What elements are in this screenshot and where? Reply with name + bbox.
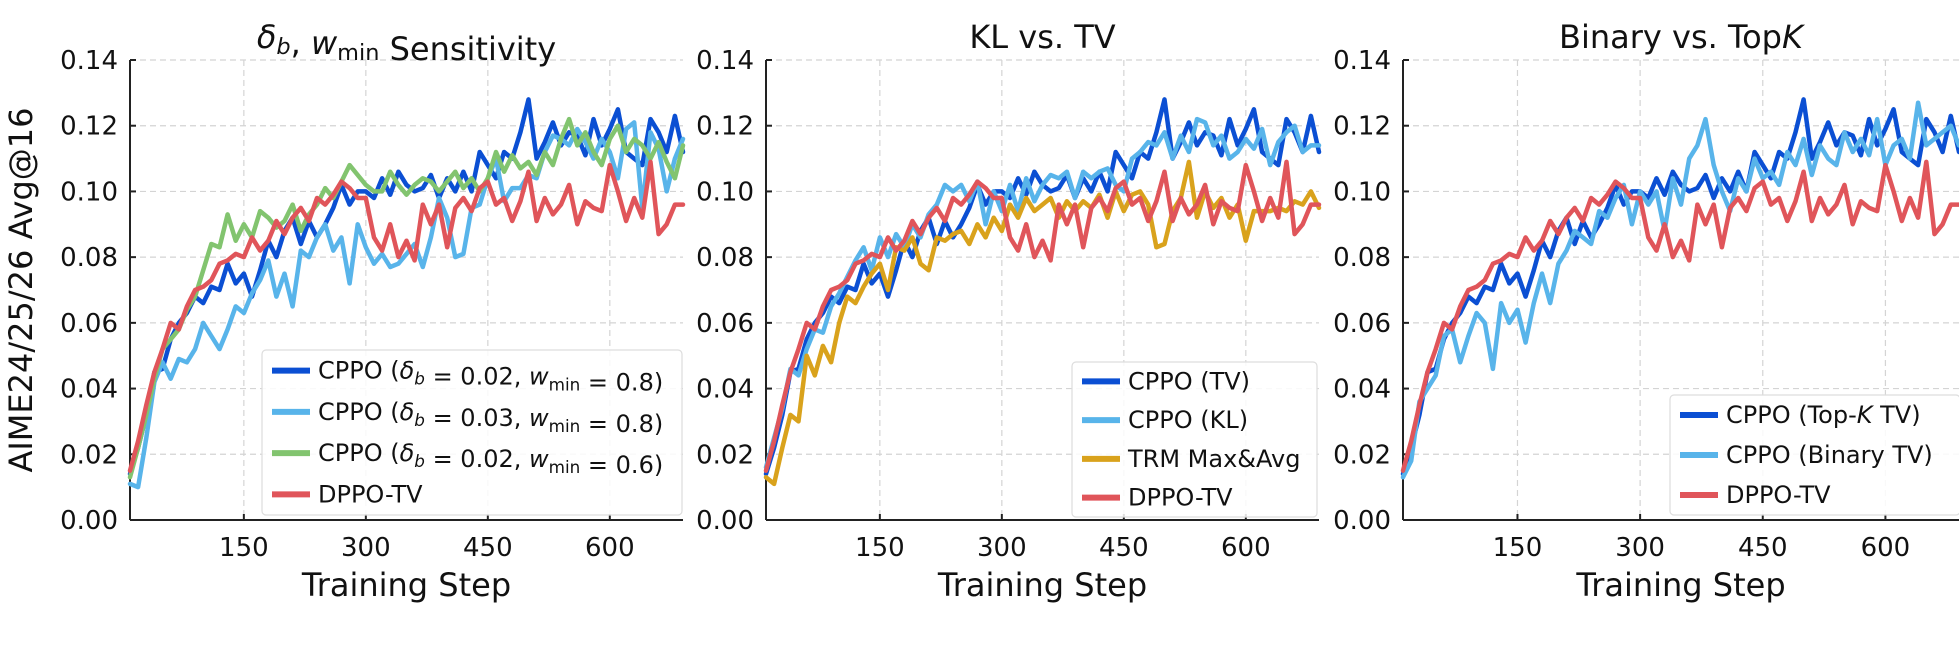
legend: CPPO (TV) CPPO (KL) TRM Max&Avg DPPO-TV (1071, 361, 1318, 518)
y-tick-label: 0.10 (60, 177, 118, 207)
y-tick-label: 0.00 (696, 506, 754, 536)
y-tick-label: 0.06 (60, 309, 118, 339)
legend-label: CPPO (δb = 0.03, wmin = 0.8) (318, 398, 663, 438)
legend-label: CPPO (KL) (1128, 406, 1248, 434)
legend-label: TRM Max&Avg (1127, 445, 1300, 473)
x-tick-label: 300 (341, 533, 391, 563)
y-tick-label: 0.14 (696, 46, 754, 76)
x-tick-label: 150 (219, 533, 269, 563)
y-tick-label: 0.06 (696, 309, 754, 339)
x-tick-label: 600 (585, 533, 635, 563)
legend-label: CPPO (Binary TV) (1726, 441, 1933, 469)
chart-panel-2: 0.00 0.02 0.04 0.06 0.08 0.10 0.12 0.14 150 300 45… (696, 18, 1322, 604)
series-2 (127, 120, 686, 490)
x-tick-label: 600 (1221, 533, 1271, 563)
x-tick-label: 450 (1738, 533, 1788, 563)
x-axis-label: Training Step (937, 566, 1147, 604)
x-tick-label: 300 (977, 533, 1027, 563)
chart-panel-3: 0.00 0.02 0.04 0.06 0.08 0.10 0.12 0.14 150 300 45… (1333, 18, 1959, 604)
x-axis-label: Training Step (301, 566, 511, 604)
y-tick-label: 0.10 (1333, 177, 1391, 207)
legend-label: CPPO (Top-K TV) (1726, 401, 1921, 429)
series-3 (1400, 159, 1959, 473)
y-tick-label: 0.10 (696, 177, 754, 207)
legend-box (261, 349, 683, 516)
y-tick-label: 0.02 (696, 440, 754, 470)
y-tick-label: 0.14 (60, 46, 118, 76)
y-tick-label: 0.00 (60, 506, 118, 536)
series-4 (127, 159, 686, 473)
y-tick-label: 0.12 (696, 112, 754, 142)
y-tick-label: 0.08 (696, 243, 754, 273)
series-2 (1400, 100, 1959, 480)
x-tick-label: 450 (463, 533, 513, 563)
legend-label: CPPO (δb = 0.02, wmin = 0.6) (318, 439, 663, 479)
chart-title: δb, wmin Sensitivity (257, 18, 556, 68)
y-tick-label: 0.04 (60, 375, 118, 405)
x-tick-label: 450 (1099, 533, 1149, 563)
y-tick-label: 0.08 (1333, 243, 1391, 273)
legend: CPPO (δb = 0.02, wmin = 0.8)CPPO (δb = 0… (261, 349, 683, 516)
chart-panel-1: 0.00 0.02 0.04 0.06 0.08 0.10 0.12 0.14 150 300 45… (60, 18, 686, 604)
x-tick-label: 150 (1493, 533, 1543, 563)
chart-title: KL vs. TV (969, 18, 1115, 56)
x-tick-label: 150 (855, 533, 905, 563)
legend-label: DPPO-TV (318, 480, 423, 508)
legend-label: CPPO (TV) (1128, 367, 1250, 395)
y-tick-label: 0.06 (1333, 309, 1391, 339)
legend: CPPO (Top-K TV) CPPO (Binary TV) DPPO-TV (1669, 394, 1959, 516)
series-4 (763, 159, 1322, 473)
y-tick-label: 0.00 (1333, 506, 1391, 536)
y-axis-label: AIME24/25/26 Avg@16 (2, 107, 40, 472)
x-tick-label: 300 (1615, 533, 1665, 563)
y-tick-label: 0.02 (60, 440, 118, 470)
legend-label: CPPO (δb = 0.02, wmin = 0.8) (318, 357, 663, 397)
y-tick-label: 0.08 (60, 243, 118, 273)
y-tick-label: 0.12 (60, 112, 118, 142)
x-axis-label: Training Step (1575, 566, 1785, 604)
y-tick-label: 0.12 (1333, 112, 1391, 142)
x-tick-label: 600 (1861, 533, 1911, 563)
y-tick-label: 0.14 (1333, 46, 1391, 76)
y-tick-label: 0.04 (1333, 375, 1391, 405)
y-tick-label: 0.02 (1333, 440, 1391, 470)
legend-label: DPPO-TV (1726, 481, 1831, 509)
chart-title: Binary vs. TopK (1559, 18, 1806, 56)
legend-box (1071, 361, 1318, 518)
legend-box (1669, 394, 1959, 516)
y-tick-label: 0.04 (696, 375, 754, 405)
legend-label: DPPO-TV (1128, 484, 1233, 512)
